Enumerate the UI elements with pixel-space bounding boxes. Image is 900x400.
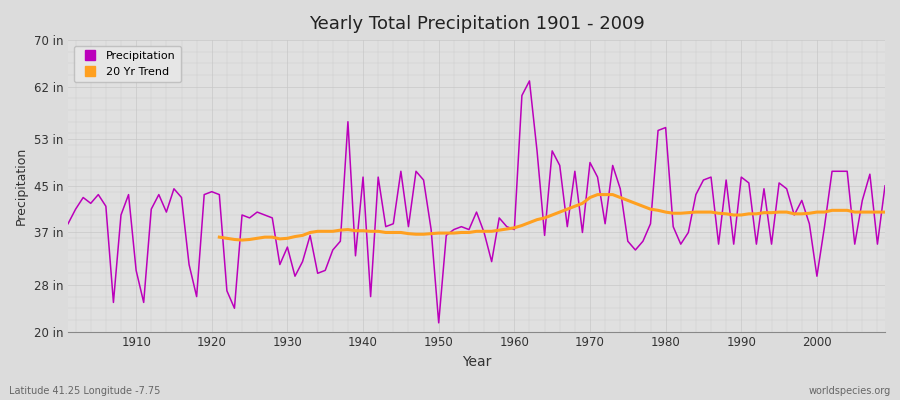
- Text: worldspecies.org: worldspecies.org: [809, 386, 891, 396]
- Title: Yearly Total Precipitation 1901 - 2009: Yearly Total Precipitation 1901 - 2009: [309, 15, 644, 33]
- Text: Latitude 41.25 Longitude -7.75: Latitude 41.25 Longitude -7.75: [9, 386, 160, 396]
- X-axis label: Year: Year: [462, 355, 491, 369]
- Legend: Precipitation, 20 Yr Trend: Precipitation, 20 Yr Trend: [74, 46, 181, 82]
- Y-axis label: Precipitation: Precipitation: [15, 147, 28, 225]
